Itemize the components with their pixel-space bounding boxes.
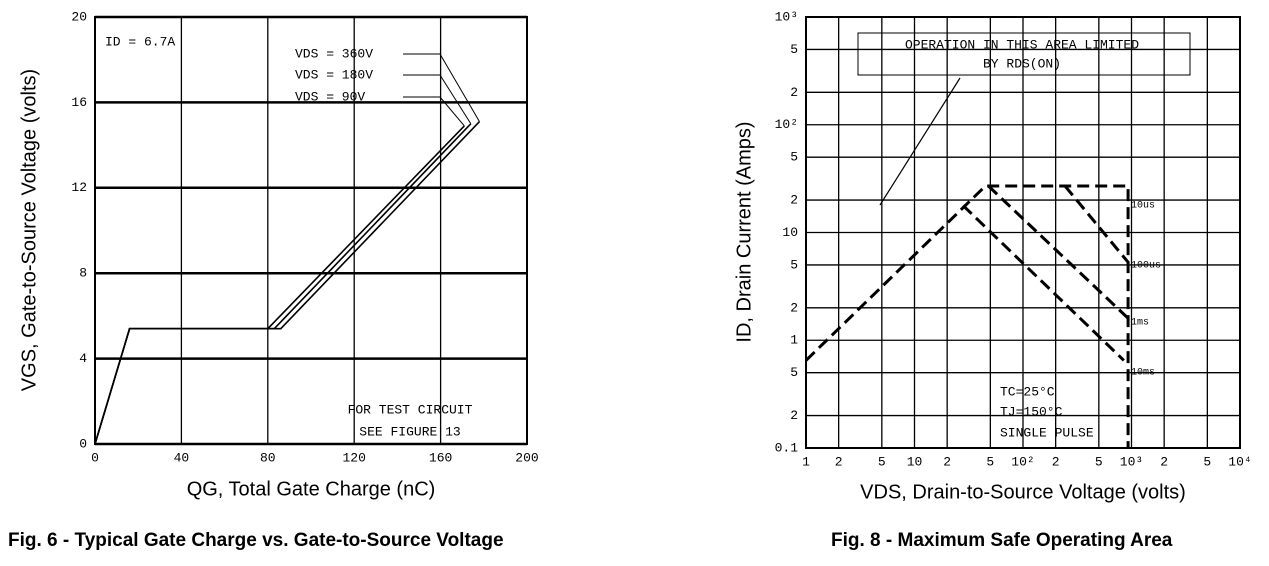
series-label: 10ms xyxy=(1131,368,1155,379)
x-tick-label: 0 xyxy=(91,450,99,465)
x-tick-label: 2 xyxy=(1160,454,1168,469)
series-line xyxy=(961,204,1125,362)
x-tick-label: 10 xyxy=(907,454,923,469)
y-tick-label: 20 xyxy=(71,9,87,24)
x-tick-label: 10³ xyxy=(1120,454,1143,469)
y-tick-label: 2 xyxy=(790,193,798,208)
series-line xyxy=(1063,185,1130,264)
series-label: 10us xyxy=(1131,201,1155,212)
y-axis-label: VGS, Gate-to-Source Voltage (volts) xyxy=(18,69,40,391)
plot-frame xyxy=(94,16,528,445)
y-tick-label: 5 xyxy=(790,365,798,380)
annotation: OPERATION IN THIS AREA LIMITED xyxy=(905,37,1139,52)
plot-frame xyxy=(805,16,1241,449)
x-tick-label: 2 xyxy=(1052,454,1060,469)
legend-leader xyxy=(439,96,465,127)
legend-leader xyxy=(439,74,472,125)
grid xyxy=(805,16,1241,449)
y-tick-label: 0 xyxy=(79,436,87,451)
x-tick-label: 5 xyxy=(1203,454,1211,469)
series-line xyxy=(94,125,465,445)
series-line xyxy=(987,184,1130,320)
x-axis-label: QG, Total Gate Charge (nC) xyxy=(187,478,436,500)
series-label: 100us xyxy=(1131,261,1161,272)
y-tick-label: 5 xyxy=(790,257,798,272)
annotation: FOR TEST CIRCUIT xyxy=(348,402,473,417)
annotation: ID = 6.7A xyxy=(105,34,175,49)
y-tick-label: 10² xyxy=(775,117,798,132)
caption: Fig. 8 - Maximum Safe Operating Area xyxy=(831,530,1173,551)
y-axis-label: ID, Drain Current (Amps) xyxy=(733,121,755,342)
x-tick-label: 10² xyxy=(1011,454,1034,469)
series-line xyxy=(94,123,472,445)
x-tick-label: 120 xyxy=(342,450,365,465)
annotation: SINGLE PULSE xyxy=(1000,425,1094,440)
legend-label: VDS = 360V xyxy=(295,46,373,61)
x-axis-label: VDS, Drain-to-Source Voltage (volts) xyxy=(860,481,1186,503)
legend-label: VDS = 180V xyxy=(295,67,373,82)
x-tick-label: 5 xyxy=(878,454,886,469)
x-tick-label: 40 xyxy=(174,450,190,465)
x-tick-label: 1 xyxy=(802,454,810,469)
annotation: TC=25°C xyxy=(1000,384,1055,399)
series-label: 1ms xyxy=(1131,318,1149,329)
y-tick-label: 0.1 xyxy=(775,440,799,455)
legend-leader xyxy=(439,53,480,122)
y-tick-label: 12 xyxy=(71,180,87,195)
y-tick-label: 1 xyxy=(790,333,798,348)
y-tick-label: 4 xyxy=(79,351,87,366)
annotation: TJ=150°C xyxy=(1000,404,1063,419)
x-tick-label: 200 xyxy=(515,450,538,465)
annotation: BY RDS(ON) xyxy=(983,56,1061,71)
y-tick-label: 2 xyxy=(790,408,798,423)
y-tick-label: 16 xyxy=(71,95,87,110)
annotation-box xyxy=(857,32,1191,76)
x-tick-label: 2 xyxy=(943,454,951,469)
x-tick-label: 10⁴ xyxy=(1228,454,1251,469)
x-tick-label: 5 xyxy=(1095,454,1103,469)
y-tick-label: 8 xyxy=(79,266,87,281)
y-tick-label: 2 xyxy=(790,85,798,100)
caption: Fig. 6 - Typical Gate Charge vs. Gate-to… xyxy=(8,530,504,551)
x-tick-label: 2 xyxy=(835,454,843,469)
x-tick-label: 5 xyxy=(986,454,994,469)
annotation: SEE FIGURE 13 xyxy=(359,424,460,439)
annotation-box xyxy=(995,378,1130,442)
legend-label: VDS = 90V xyxy=(295,89,365,104)
annotation-arrow xyxy=(879,77,961,206)
x-tick-label: 160 xyxy=(429,450,452,465)
y-tick-label: 10³ xyxy=(775,9,798,24)
x-tick-label: 80 xyxy=(260,450,276,465)
y-tick-label: 5 xyxy=(790,42,798,57)
y-tick-label: 2 xyxy=(790,300,798,315)
y-tick-label: 10 xyxy=(782,225,798,240)
y-tick-label: 5 xyxy=(790,150,798,165)
